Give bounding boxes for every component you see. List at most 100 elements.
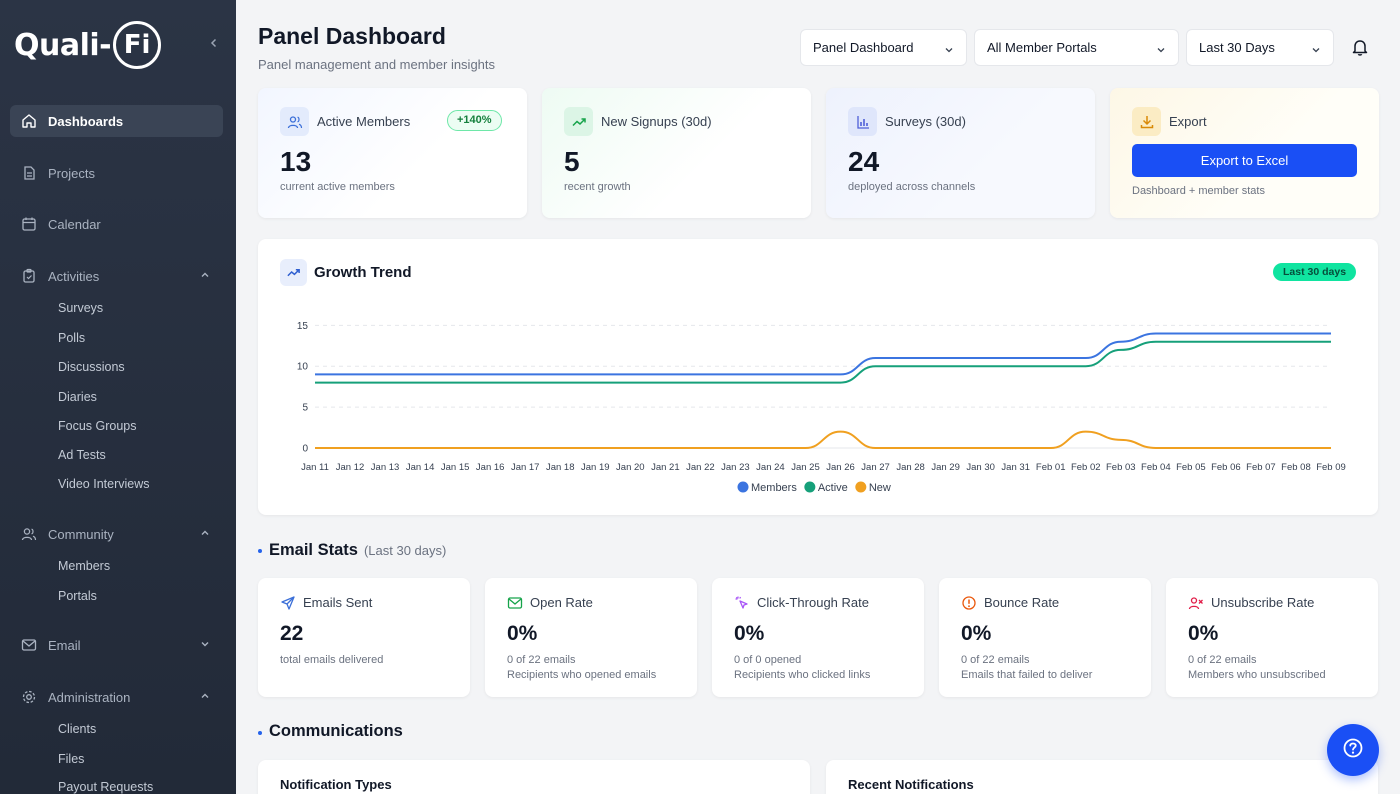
open-rate-label: Open Rate (530, 595, 593, 610)
sidebar-subitem-discussions[interactable]: Discussions (58, 360, 125, 374)
communications-title: Communications (269, 722, 403, 740)
date-range-select-value: Last 30 Days (1199, 40, 1275, 55)
sidebar-subitem-video-interviews[interactable]: Video Interviews (58, 477, 150, 491)
chevron-up-icon[interactable] (199, 527, 211, 539)
sidebar-subitem-portals[interactable]: Portals (58, 589, 97, 603)
x-tick-label: Jan 28 (896, 462, 925, 473)
sidebar-item-label: Community (48, 526, 114, 542)
x-tick-label: Jan 31 (1001, 462, 1030, 473)
active-members-label: Active Members (317, 114, 411, 129)
unsubscribe-rate-label: Unsubscribe Rate (1211, 595, 1315, 610)
x-tick-label: Jan 17 (511, 462, 540, 473)
y-tick-label: 15 (297, 321, 309, 332)
email-stats-heading: Email Stats (269, 541, 358, 559)
sidebar-subitem-focus-groups[interactable]: Focus Groups (58, 419, 137, 433)
export-card: Export Export to Excel Dashboard + membe… (1110, 88, 1379, 218)
bar-chart-icon (848, 107, 877, 136)
x-tick-label: Feb 05 (1176, 462, 1206, 473)
open-rate-desc-line1: 0 of 22 emails (507, 654, 576, 666)
portals-select[interactable]: All Member Portals (974, 29, 1179, 66)
click-through-rate-card: Click-Through Rate 0% 0 of 0 opened Recip… (712, 578, 924, 697)
emails-sent-desc-line: total emails delivered (280, 654, 384, 666)
collapse-sidebar-icon[interactable] (206, 36, 222, 52)
emails-sent-label: Emails Sent (303, 595, 373, 610)
section-dot (258, 731, 262, 735)
active-members-desc: current active members (280, 181, 395, 193)
document-icon (20, 164, 38, 182)
export-label: Export (1169, 114, 1207, 129)
sidebar-subitem-members[interactable]: Members (58, 559, 111, 573)
growth-badge: +140% (447, 110, 502, 131)
chevron-up-icon[interactable] (199, 690, 211, 702)
unsubscribe-desc-line1: 0 of 22 emails (1188, 654, 1257, 666)
dashboard-select[interactable]: Panel Dashboard (800, 29, 967, 66)
sidebar-item-label: Projects (48, 165, 95, 181)
sidebar-item-community[interactable]: Community (10, 518, 223, 550)
sidebar-item-email[interactable]: Email (10, 629, 223, 661)
x-tick-label: Jan 29 (931, 462, 960, 473)
download-icon (1132, 107, 1161, 136)
sidebar-subitem-polls[interactable]: Polls (58, 331, 86, 345)
chevron-down-icon (1311, 43, 1321, 53)
new-signups-value: 5 (564, 146, 580, 177)
y-tick-label: 0 (302, 444, 308, 455)
x-tick-label: Jan 27 (861, 462, 890, 473)
sidebar-subitem-clients[interactable]: Clients (58, 722, 97, 736)
surveys-card: Surveys (30d) 24 deployed across channel… (826, 88, 1095, 218)
sidebar-item-calendar[interactable]: Calendar (10, 208, 223, 240)
new-signups-card: New Signups (30d) 5 recent growth (542, 88, 811, 218)
clipboard-icon (20, 267, 38, 285)
page-title: Panel Dashboard (258, 23, 446, 49)
mail-icon (507, 595, 523, 611)
alert-circle-icon (961, 595, 977, 611)
sidebar-subitem-payout-requests[interactable]: Payout Requests (58, 780, 154, 794)
x-tick-label: Jan 16 (476, 462, 505, 473)
user-remove-icon (1188, 595, 1204, 611)
sidebar-item-dashboards[interactable]: Dashboards (10, 105, 223, 137)
growth-trend-chart: 0 5 10 15 Jan 11 Jan 12 Jan 13 Jan 14 Jan 15 Jan … (297, 321, 1346, 494)
open-rate-desc-line2: Recipients who opened emails (507, 669, 657, 681)
x-tick-label: Jan 12 (336, 462, 365, 473)
growth-trend-title: Growth Trend (314, 264, 412, 281)
main-content: Panel Dashboard Panel management and mem… (236, 0, 1400, 794)
x-tick-label: Feb 09 (1316, 462, 1346, 473)
sidebar-item-projects[interactable]: Projects (10, 157, 223, 189)
new-signups-desc: recent growth (564, 181, 631, 193)
x-tick-label: Jan 13 (371, 462, 400, 473)
chevron-down-icon[interactable] (199, 638, 211, 650)
logo[interactable]: Quali- Fi (14, 20, 162, 70)
sidebar-item-administration[interactable]: Administration (10, 681, 223, 713)
notification-types-title: Notification Types (280, 777, 392, 792)
x-tick-label: Jan 15 (441, 462, 470, 473)
sidebar-subitem-diaries[interactable]: Diaries (58, 390, 97, 404)
chevron-up-icon[interactable] (199, 269, 211, 281)
date-range-select[interactable]: Last 30 Days (1186, 29, 1334, 66)
x-tick-label: Jan 23 (721, 462, 750, 473)
series-line-active (314, 340, 1331, 384)
x-tick-label: Feb 04 (1141, 462, 1171, 473)
sidebar-subitem-ad-tests[interactable]: Ad Tests (58, 448, 106, 462)
sidebar-item-label: Dashboards (48, 113, 124, 129)
legend-label-active: Active (818, 482, 848, 494)
help-button[interactable] (1327, 724, 1379, 776)
legend-label-new: New (869, 482, 891, 494)
sidebar-item-activities[interactable]: Activities (10, 260, 223, 292)
x-tick-label: Feb 01 (1036, 462, 1066, 473)
sidebar-subitem-surveys[interactable]: Surveys (58, 301, 104, 315)
bell-icon[interactable] (1350, 37, 1370, 57)
sidebar-subitem-files[interactable]: Files (58, 752, 85, 766)
unsubscribe-desc-line2: Members who unsubscribed (1188, 669, 1326, 681)
open-rate-card: Open Rate 0% 0 of 22 emails Recipients wh… (485, 578, 697, 697)
x-tick-label: Feb 07 (1246, 462, 1276, 473)
sidebar-item-label: Administration (48, 689, 131, 705)
email-stats-title: Email Stats (Last 30 days) (269, 541, 446, 560)
chevron-down-icon (944, 43, 954, 53)
x-tick-label: Jan 26 (826, 462, 855, 473)
sidebar-item-label: Calendar (48, 216, 101, 232)
open-rate-value: 0% (507, 622, 538, 645)
sidebar: Quali- Fi Dashboards Projects Calendar A… (0, 0, 236, 794)
export-to-excel-button[interactable]: Export to Excel (1132, 144, 1357, 177)
open-rate-desc: 0 of 22 emails Recipients who opened emai… (507, 653, 656, 683)
x-tick-label: Jan 25 (791, 462, 820, 473)
x-tick-label: Jan 21 (651, 462, 680, 473)
